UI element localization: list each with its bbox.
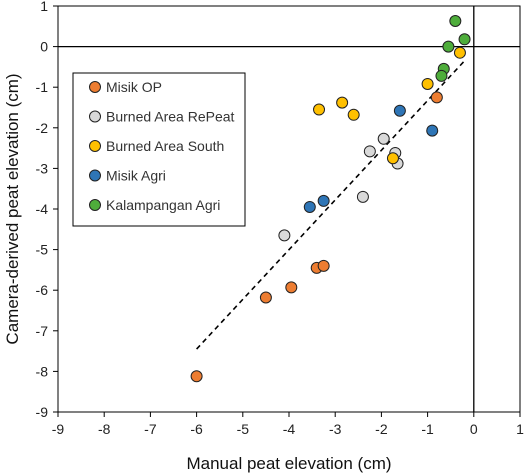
point-misik-op: [430, 91, 443, 104]
legend-label: Misik OP: [106, 79, 162, 95]
legend-label: Kalampangan Agri: [106, 197, 220, 213]
y-tick-label: -3: [36, 160, 49, 176]
point-kalampangan-agri: [449, 15, 462, 28]
point-burned-area-repeat: [363, 145, 376, 158]
legend-marker: [89, 140, 101, 152]
x-tick-label: -7: [144, 421, 157, 437]
point-burned-area-south: [386, 152, 399, 165]
point-misik-agri: [303, 200, 316, 213]
y-tick-label: -6: [36, 282, 49, 298]
point-misik-op: [190, 370, 203, 383]
y-tick-label: -1: [36, 79, 49, 95]
point-kalampangan-agri: [458, 33, 471, 46]
point-misik-op: [317, 259, 330, 272]
y-tick-label: -9: [36, 404, 49, 420]
point-misik-agri: [426, 124, 439, 137]
point-burned-area-south: [313, 103, 326, 116]
point-burned-area-south: [336, 96, 349, 109]
x-tick-label: -8: [98, 421, 111, 437]
x-axis-ticks: -9 -8 -7 -6 -5 -4 -3 -2 -1 0 1: [52, 412, 524, 437]
x-tick-label: -1: [421, 421, 434, 437]
trendline-group: [196, 60, 466, 350]
x-tick-label: -6: [190, 421, 203, 437]
point-burned-area-repeat: [377, 132, 390, 145]
point-burned-area-south: [421, 77, 434, 90]
legend-marker: [89, 81, 101, 93]
y-tick-label: 0: [40, 39, 48, 55]
point-misik-agri: [393, 104, 406, 117]
legend-box: [72, 72, 246, 227]
x-tick-label: -9: [52, 421, 65, 437]
point-kalampangan-agri: [435, 69, 448, 82]
legend-label: Burned Area South: [106, 138, 224, 154]
trendline: [196, 60, 466, 350]
legend-marker: [89, 110, 101, 123]
point-burned-area-repeat: [278, 229, 291, 242]
x-tick-label: -5: [237, 421, 250, 437]
legend-marker: [89, 169, 101, 182]
point-kalampangan-agri: [442, 40, 455, 53]
y-tick-label: -4: [36, 201, 49, 217]
y-axis-ticks: 1 0 -1 -2 -3 -4 -5 -6 -7 -8 -9: [36, 0, 58, 420]
legend-label: Misik Agri: [106, 168, 166, 184]
x-tick-label: 1: [516, 421, 524, 437]
point-burned-area-repeat: [356, 190, 369, 203]
legend: Misik OP Burned Area RePeat Burned Area So…: [72, 72, 246, 227]
point-burned-area-south: [453, 46, 466, 59]
x-tick-label: -4: [283, 421, 296, 437]
y-axis-title: Camera-derived peat elevation (cm): [3, 73, 22, 344]
y-tick-label: -7: [36, 323, 49, 339]
y-tick-label: -5: [36, 242, 49, 258]
point-misik-op: [285, 281, 298, 294]
point-burned-area-south: [347, 108, 360, 121]
legend-label: Burned Area RePeat: [106, 109, 235, 125]
point-misik-agri: [317, 194, 330, 207]
data-points: [190, 15, 471, 383]
y-tick-label: -2: [36, 120, 49, 136]
x-tick-label: -3: [329, 421, 342, 437]
x-axis-title: Manual peat elevation (cm): [186, 454, 391, 473]
point-misik-op: [259, 291, 272, 304]
x-tick-label: 0: [470, 421, 478, 437]
y-tick-label: 1: [40, 0, 48, 14]
legend-marker: [89, 199, 101, 211]
y-tick-label: -8: [36, 363, 49, 379]
x-tick-label: -2: [375, 421, 388, 437]
